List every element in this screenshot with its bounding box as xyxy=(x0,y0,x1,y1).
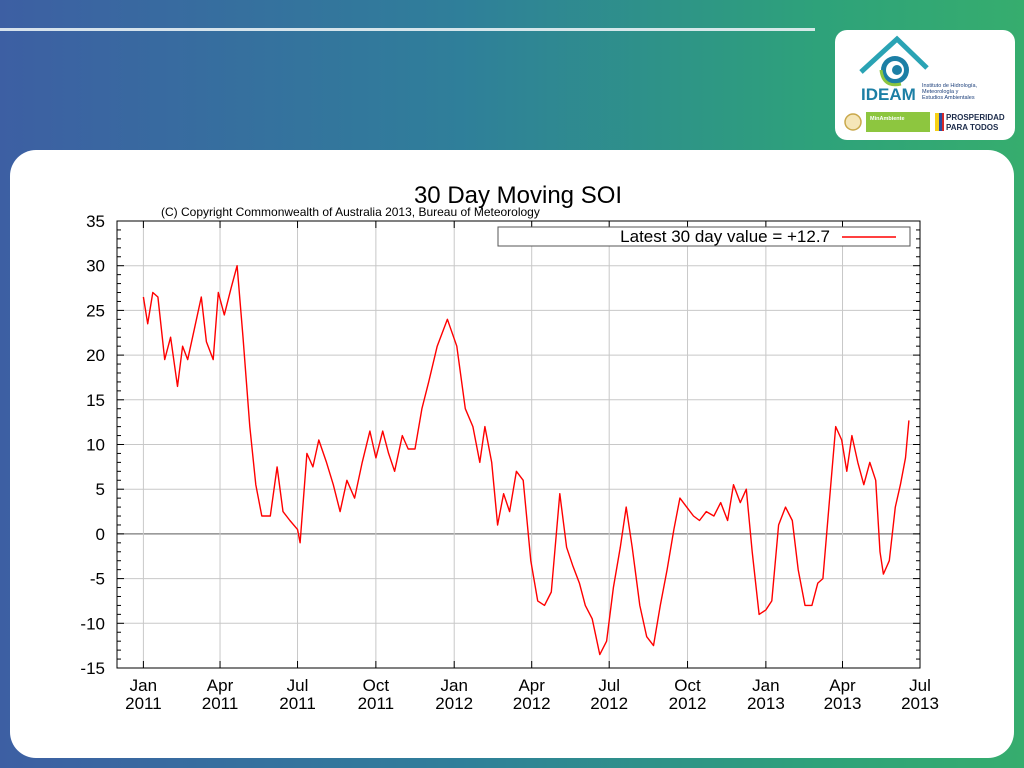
x-tick-labels: Jan2011Apr2011Jul2011Oct2011Jan2012Apr20… xyxy=(125,676,939,713)
plot-frame xyxy=(116,220,921,669)
ideam-logo-card: IDEAM Instituto de Hidrología, Meteorolo… xyxy=(835,30,1015,140)
y-tick-label: -5 xyxy=(90,570,105,589)
x-tick-label-month: Jan xyxy=(752,676,779,695)
y-tick-label: -10 xyxy=(80,614,105,633)
legend-box xyxy=(497,226,911,247)
y-tick-labels: -15 -10 -5 0 5 10 15 20 25 30 35 xyxy=(80,212,105,678)
x-tick-label-year: 2013 xyxy=(747,694,785,713)
legend-label: Latest 30 day value = +12.7 xyxy=(620,227,830,246)
x-tick-label-year: 2012 xyxy=(513,694,551,713)
grid-lines xyxy=(117,220,921,669)
x-tick-label-year: 2011 xyxy=(202,694,239,713)
x-tick-label-month: Jul xyxy=(287,676,309,695)
logo-institute-line-1: Instituto de Hidrología, xyxy=(922,83,978,89)
y-tick-label: 25 xyxy=(86,301,105,320)
chart-title: 30 Day Moving SOI xyxy=(414,182,622,209)
soi-line-chart: 30 Day Moving SOI (C) Copyright Commonwe… xyxy=(80,182,939,713)
logo-institute-line-3: Estudios Ambientales xyxy=(922,95,975,101)
logo-roof-icon xyxy=(859,35,929,74)
x-tick-label-month: Apr xyxy=(518,676,545,695)
y-tick-label: 15 xyxy=(86,391,105,410)
x-tick-label-year: 2013 xyxy=(901,694,939,713)
y-tick-label: 30 xyxy=(86,257,105,276)
x-tick-label-month: Jan xyxy=(130,676,157,695)
x-tick-label-year: 2012 xyxy=(435,694,473,713)
chart-subtitle: (C) Copyright Commonwealth of Australia … xyxy=(161,205,540,219)
series-line xyxy=(142,264,910,656)
logo-brand: IDEAM xyxy=(861,85,916,104)
y-tick-label: 10 xyxy=(86,436,105,455)
x-tick-label-year: 2013 xyxy=(824,694,862,713)
minambiente-label: MinAmbiente xyxy=(870,116,905,122)
y-tick-label: -15 xyxy=(80,659,105,678)
x-tick-label-month: Oct xyxy=(674,676,701,695)
x-tick-label-month: Apr xyxy=(829,676,856,695)
y-tick-label: 0 xyxy=(96,525,105,544)
x-tick-label-month: Oct xyxy=(363,676,390,695)
x-tick-label-month: Jul xyxy=(598,676,620,695)
x-tick-label-year: 2011 xyxy=(125,694,162,713)
x-tick-label-month: Jan xyxy=(440,676,467,695)
x-tick-label-year: 2011 xyxy=(279,694,316,713)
series-layer xyxy=(142,264,910,656)
colombia-seal-icon xyxy=(844,113,862,131)
x-tick-label-year: 2012 xyxy=(590,694,628,713)
axis-ticks xyxy=(117,220,921,669)
prosperidad-line-1: PROSPERIDAD xyxy=(946,113,1005,122)
minambiente-badge xyxy=(866,112,930,132)
x-tick-label-year: 2011 xyxy=(358,694,395,713)
x-tick-label-month: Apr xyxy=(207,676,234,695)
y-tick-label: 5 xyxy=(96,480,105,499)
y-tick-label: 20 xyxy=(86,346,105,365)
x-tick-label-year: 2012 xyxy=(669,694,707,713)
prosperidad-line-2: PARA TODOS xyxy=(946,123,999,132)
x-tick-label-month: Jul xyxy=(909,676,931,695)
ideam-logo: IDEAM Instituto de Hidrología, Meteorolo… xyxy=(844,35,1005,132)
flag-stripe-icon xyxy=(935,113,939,131)
legend: Latest 30 day value = +12.7 xyxy=(497,226,911,247)
top-rule xyxy=(0,28,815,31)
logo-institute-line-2: Meteorología y xyxy=(922,89,959,95)
slide-panel: 30 Day Moving SOI (C) Copyright Commonwe… xyxy=(10,150,1014,758)
y-tick-label: 35 xyxy=(86,212,105,231)
